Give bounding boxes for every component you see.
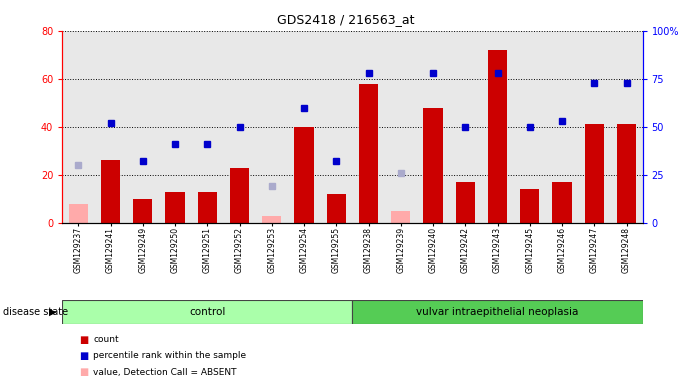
Bar bbox=[488, 50, 507, 223]
Bar bbox=[617, 124, 636, 223]
Bar bbox=[359, 84, 378, 223]
Bar bbox=[165, 192, 184, 223]
Text: disease state: disease state bbox=[3, 307, 68, 317]
Text: GDS2418 / 216563_at: GDS2418 / 216563_at bbox=[277, 13, 414, 26]
Bar bbox=[101, 161, 120, 223]
Bar bbox=[68, 204, 88, 223]
Bar bbox=[262, 215, 281, 223]
Text: ■: ■ bbox=[79, 367, 88, 377]
Bar bbox=[198, 192, 217, 223]
Text: percentile rank within the sample: percentile rank within the sample bbox=[93, 351, 247, 361]
Bar bbox=[424, 108, 443, 223]
Bar bbox=[552, 182, 571, 223]
Text: value, Detection Call = ABSENT: value, Detection Call = ABSENT bbox=[93, 367, 237, 377]
Text: count: count bbox=[93, 335, 119, 344]
Bar bbox=[520, 189, 540, 223]
Bar bbox=[294, 127, 314, 223]
Bar bbox=[455, 182, 475, 223]
Text: control: control bbox=[189, 307, 225, 317]
Text: ■: ■ bbox=[79, 351, 88, 361]
Bar bbox=[327, 194, 346, 223]
Text: ▶: ▶ bbox=[49, 307, 57, 317]
Bar bbox=[62, 300, 352, 324]
Bar bbox=[585, 124, 604, 223]
Bar bbox=[352, 300, 643, 324]
Bar bbox=[391, 211, 410, 223]
Text: ■: ■ bbox=[79, 335, 88, 345]
Bar bbox=[230, 167, 249, 223]
Bar bbox=[133, 199, 153, 223]
Text: vulvar intraepithelial neoplasia: vulvar intraepithelial neoplasia bbox=[417, 307, 578, 317]
Text: ■: ■ bbox=[79, 383, 88, 384]
